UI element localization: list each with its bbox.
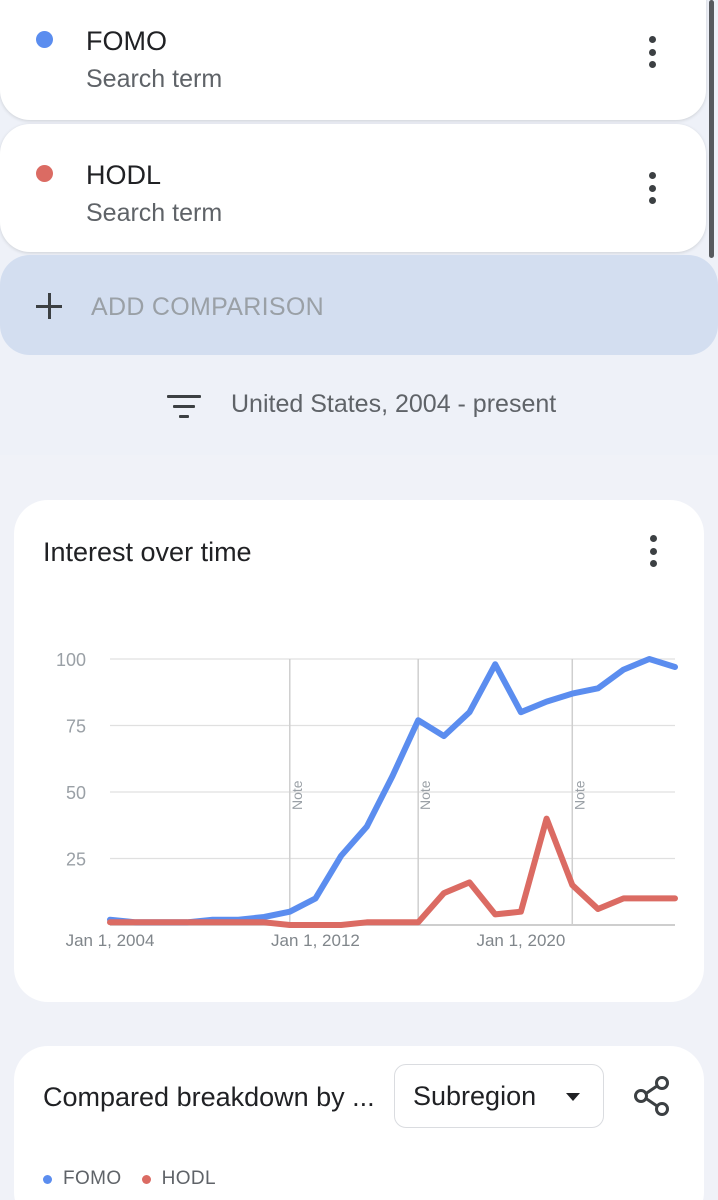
chevron-down-icon bbox=[566, 1093, 580, 1101]
note-label: Note bbox=[289, 780, 305, 810]
legend-dot bbox=[141, 1174, 151, 1184]
legend-item-fomo: FOMO bbox=[43, 1168, 122, 1190]
series-line-hodl bbox=[107, 815, 678, 928]
x-tick-label: Jan 1, 2020 bbox=[476, 931, 565, 950]
breakdown-card: Compared breakdown by ... Subregion FOMO… bbox=[14, 1046, 704, 1200]
term-card-fomo[interactable]: FOMO Search term bbox=[0, 0, 706, 120]
y-tick-label: 25 bbox=[66, 850, 86, 870]
filter-row[interactable]: United States, 2004 - present bbox=[0, 385, 718, 425]
plus-icon bbox=[36, 293, 62, 319]
select-value: Subregion bbox=[413, 1081, 537, 1111]
term-card-hodl[interactable]: HODL Search term bbox=[0, 124, 706, 252]
term-name: FOMO bbox=[86, 26, 167, 56]
filter-icon bbox=[167, 395, 201, 419]
add-comparison-button[interactable]: ADD COMPARISON bbox=[0, 255, 718, 355]
add-comparison-label: ADD COMPARISON bbox=[91, 293, 324, 321]
legend-label: HODL bbox=[161, 1168, 216, 1189]
term-type: Search term bbox=[86, 199, 223, 227]
y-tick-label: 50 bbox=[66, 783, 86, 803]
line-chart[interactable]: 100 75 50 25 Note Note Note Jan 1, 2004 Jan 1, 2… bbox=[14, 500, 704, 1002]
filter-label: United States, 2004 - present bbox=[231, 390, 557, 418]
term-color-dot bbox=[36, 31, 53, 48]
chart-title: Interest over time bbox=[43, 537, 252, 567]
legend-item-hodl: HODL bbox=[141, 1168, 216, 1190]
subregion-select[interactable]: Subregion bbox=[394, 1064, 604, 1128]
y-tick-label: 75 bbox=[66, 717, 86, 737]
term-name: HODL bbox=[86, 160, 162, 190]
x-tick-label: Jan 1, 2012 bbox=[271, 931, 360, 950]
interest-over-time-card: Interest over time 100 75 50 25 Note Note Note… bbox=[14, 500, 704, 1002]
scrollbar[interactable] bbox=[709, 0, 714, 258]
legend-label: FOMO bbox=[63, 1168, 122, 1189]
breakdown-title: Compared breakdown by ... bbox=[43, 1082, 375, 1112]
more-vert-icon[interactable] bbox=[641, 531, 665, 571]
more-vert-icon[interactable] bbox=[640, 32, 664, 72]
note-label: Note bbox=[417, 780, 433, 810]
legend-dot bbox=[43, 1174, 52, 1184]
x-tick-label: Jan 1, 2004 bbox=[66, 931, 155, 950]
share-icon[interactable] bbox=[634, 1076, 670, 1116]
more-vert-icon[interactable] bbox=[640, 168, 664, 208]
term-color-dot bbox=[36, 165, 53, 182]
note-label: Note bbox=[571, 780, 587, 810]
series-line-fomo bbox=[107, 656, 678, 926]
term-type: Search term bbox=[86, 65, 223, 93]
y-tick-label: 100 bbox=[56, 650, 86, 670]
legend: FOMO HODL bbox=[43, 1166, 236, 1192]
